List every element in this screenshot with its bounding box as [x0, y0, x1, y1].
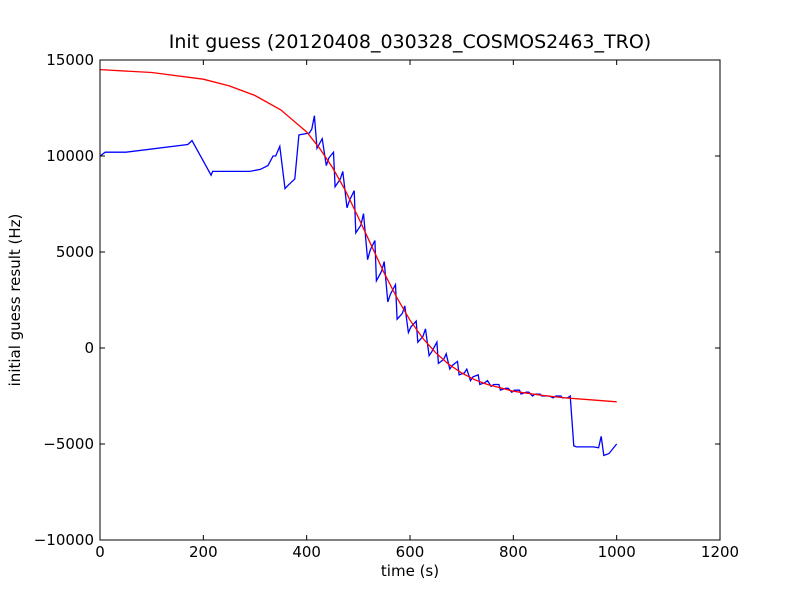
- x-tick-label: 1200: [701, 543, 739, 561]
- chart-title: Init guess (20120408_030328_COSMOS2463_T…: [169, 31, 651, 53]
- y-tick-label: 0: [84, 339, 94, 357]
- x-tick-label: 0: [95, 543, 105, 561]
- y-tick-label: 15000: [46, 51, 94, 69]
- x-tick-label: 1000: [598, 543, 636, 561]
- x-tick-label: 600: [396, 543, 425, 561]
- plot-area: 0 200 400 600 800 1000 1200 −10000 −5000 0 5000 100…: [34, 51, 739, 561]
- y-tick-label: −10000: [34, 531, 94, 549]
- x-axis-label: time (s): [381, 562, 439, 580]
- y-tick-label: −5000: [43, 435, 94, 453]
- x-tick-label: 800: [499, 543, 528, 561]
- y-tick-label: 5000: [56, 243, 94, 261]
- x-tick-label: 400: [292, 543, 321, 561]
- x-tick-label: 200: [189, 543, 218, 561]
- series-line-1: [100, 68, 617, 403]
- y-tick-label: 10000: [46, 147, 94, 165]
- y-axis-label: initial guess result (Hz): [6, 214, 24, 387]
- plot-frame: [99, 59, 721, 541]
- series-line-0: [100, 115, 618, 457]
